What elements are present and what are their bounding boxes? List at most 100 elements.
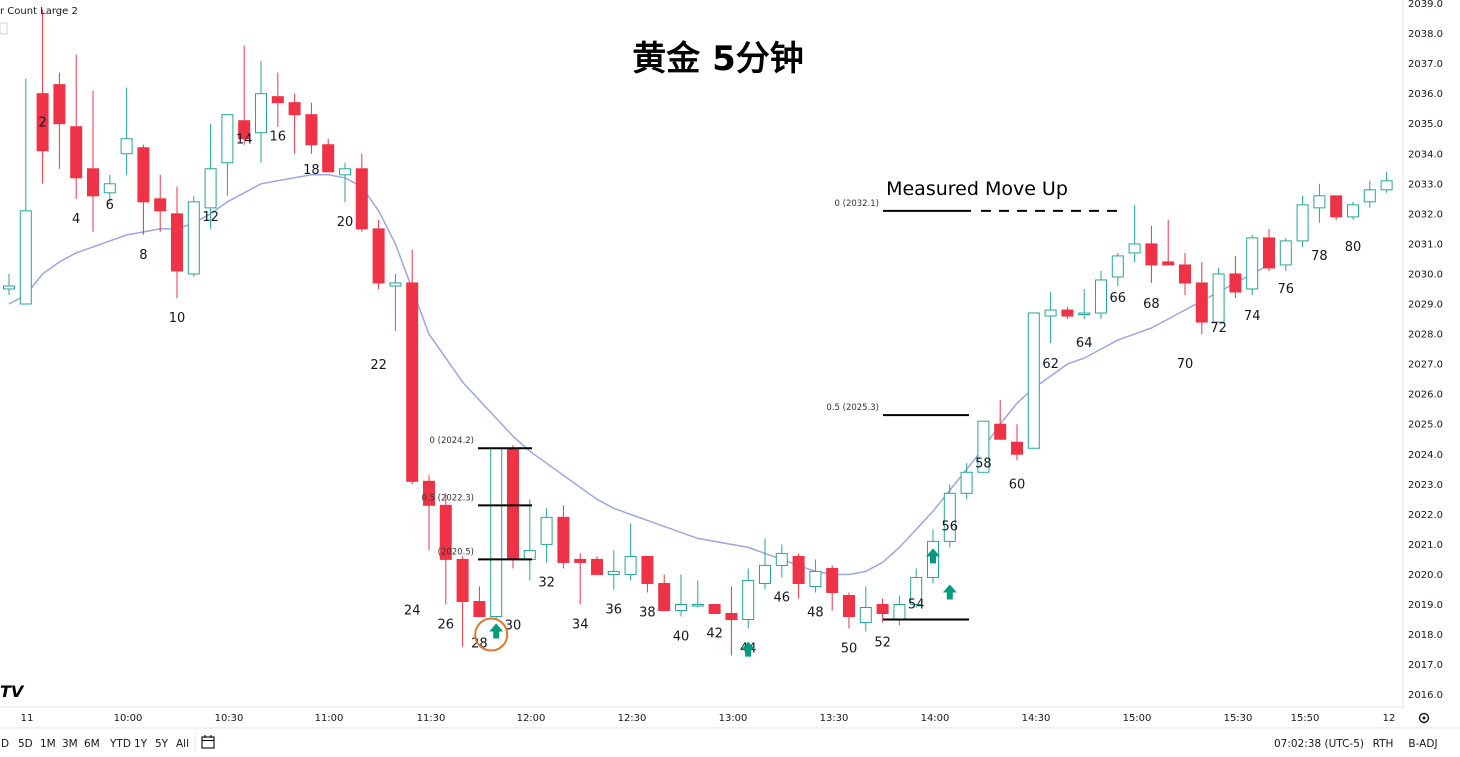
bar-count-label: 40 — [673, 630, 690, 645]
candle-body — [1061, 309, 1074, 317]
time-axis[interactable]: 11 10:00 10:30 11:00 11:30 12:00 12:30 13:00 13:… — [21, 713, 1396, 724]
ema-path — [8, 174, 1270, 576]
price-tick-label: 2029.0 — [1408, 300, 1443, 311]
fib-level-label: 0.5 (2025.3) — [826, 403, 879, 413]
signal-arrow-up-icon — [741, 641, 756, 657]
time-tick-label: 12:00 — [517, 713, 546, 724]
time-tick-label: 14:30 — [1022, 713, 1051, 724]
candle-body — [725, 613, 738, 621]
bar-count-label: 14 — [236, 133, 253, 148]
candle-body — [1128, 243, 1141, 254]
range-button-ytd[interactable]: YTD — [109, 738, 131, 750]
bar-count-label: 8 — [139, 248, 147, 263]
candle-43 — [725, 586, 738, 656]
range-button-d[interactable]: D — [1, 738, 9, 750]
candle-21 — [355, 153, 368, 232]
candle-54 — [910, 568, 923, 608]
bar-count-label: 66 — [1110, 291, 1127, 306]
bar-count-label: 34 — [572, 618, 589, 633]
candle-79 — [1330, 195, 1343, 220]
candle-33 — [557, 505, 570, 569]
price-tick-label: 2034.0 — [1408, 149, 1443, 160]
candle-body — [893, 604, 906, 621]
candle-49 — [826, 565, 839, 611]
candle-body — [1212, 273, 1225, 323]
date-range-calendar-icon[interactable] — [201, 735, 215, 749]
price-tick-label: 2022.0 — [1408, 510, 1443, 521]
candle-25 — [423, 475, 435, 551]
candle-56 — [943, 484, 956, 548]
candle-38 — [641, 555, 654, 593]
svg-text:TV: TV — [0, 682, 25, 701]
candle-body — [103, 183, 116, 194]
candle-60 — [1011, 424, 1023, 461]
settings-gear-icon[interactable] — [1418, 712, 1430, 724]
time-tick-label: 12 — [1383, 713, 1396, 724]
candle-body — [843, 594, 855, 618]
price-tick-label: 2030.0 — [1408, 269, 1443, 280]
candle-body — [187, 201, 200, 275]
bar-count-label: 54 — [908, 598, 925, 613]
candle-body — [53, 84, 66, 125]
tradingview-logo[interactable]: TV — [0, 682, 25, 701]
bar-count-label: 30 — [505, 619, 522, 634]
range-button-1y[interactable]: 1Y — [134, 738, 148, 750]
range-button-all[interactable]: All — [176, 738, 189, 750]
bar-count-label: 12 — [202, 210, 219, 225]
candle-14 — [238, 45, 251, 145]
candle-64 — [1078, 288, 1091, 320]
candle-body — [238, 120, 251, 140]
candle-7 — [120, 87, 133, 175]
fib-level-label: 0 (2024.2) — [430, 436, 474, 446]
price-tick-label: 2035.0 — [1408, 119, 1443, 130]
range-button-1m[interactable]: 1M — [40, 738, 56, 750]
candle-body — [1078, 312, 1091, 316]
price-tick-label: 2027.0 — [1408, 360, 1443, 371]
candle-61 — [1027, 312, 1040, 449]
candle-body — [339, 168, 351, 176]
candle-body — [1330, 195, 1343, 218]
candle-body — [1195, 282, 1208, 323]
fib-level-label: (2020.5) — [438, 547, 474, 557]
candle-body — [1363, 189, 1376, 203]
adjustment-button[interactable]: B-ADJ — [1408, 738, 1437, 750]
candle-44 — [742, 568, 755, 629]
range-button-3m[interactable]: 3M — [62, 738, 78, 750]
clock-timezone[interactable]: 07:02:38 (UTC-5) — [1274, 738, 1364, 750]
candle-body — [355, 168, 368, 230]
price-axis[interactable]: 2016.0 2017.0 2018.0 2019.0 2020.0 2021.0 2022… — [1408, 0, 1443, 701]
candle-52 — [876, 598, 889, 623]
candle-body — [137, 147, 150, 203]
indicator-collapse-button[interactable] — [0, 22, 8, 35]
session-button[interactable]: RTH — [1373, 738, 1394, 750]
fib-retracements[interactable]: 0 (2024.2) 0.5 (2022.3) (2020.5) 0 (2032.1)… — [421, 199, 1121, 621]
range-button-5d[interactable]: 5D — [18, 738, 33, 750]
candle-body — [960, 471, 973, 494]
bottom-toolbar: D 5D 1M 3M 6M YTD 1Y 5Y All — [1, 738, 189, 750]
range-button-5y[interactable]: 5Y — [155, 738, 169, 750]
price-tick-label: 2021.0 — [1408, 540, 1443, 551]
bar-count-label: 50 — [841, 642, 858, 657]
candle-body — [288, 102, 301, 116]
candle-body — [658, 582, 671, 612]
time-tick-label: 15:00 — [1123, 713, 1152, 724]
time-tick-label: 13:00 — [719, 713, 748, 724]
candle-10 — [171, 186, 183, 298]
range-button-6m[interactable]: 6M — [84, 738, 100, 750]
candle-40 — [675, 574, 687, 617]
candle-34 — [574, 553, 587, 605]
candle-13 — [221, 114, 234, 196]
price-tick-label: 2019.0 — [1408, 600, 1443, 611]
candle-3 — [53, 72, 66, 169]
candle-24 — [406, 249, 419, 485]
candle-50 — [843, 592, 855, 629]
bar-count-label: 60 — [1009, 477, 1026, 492]
candle-65 — [1095, 270, 1107, 320]
candle-body — [742, 579, 755, 621]
candle-39 — [658, 574, 671, 612]
candle-58 — [977, 420, 990, 473]
candle-15 — [255, 60, 267, 163]
candle-5 — [87, 90, 99, 232]
candle-body — [3, 285, 15, 290]
